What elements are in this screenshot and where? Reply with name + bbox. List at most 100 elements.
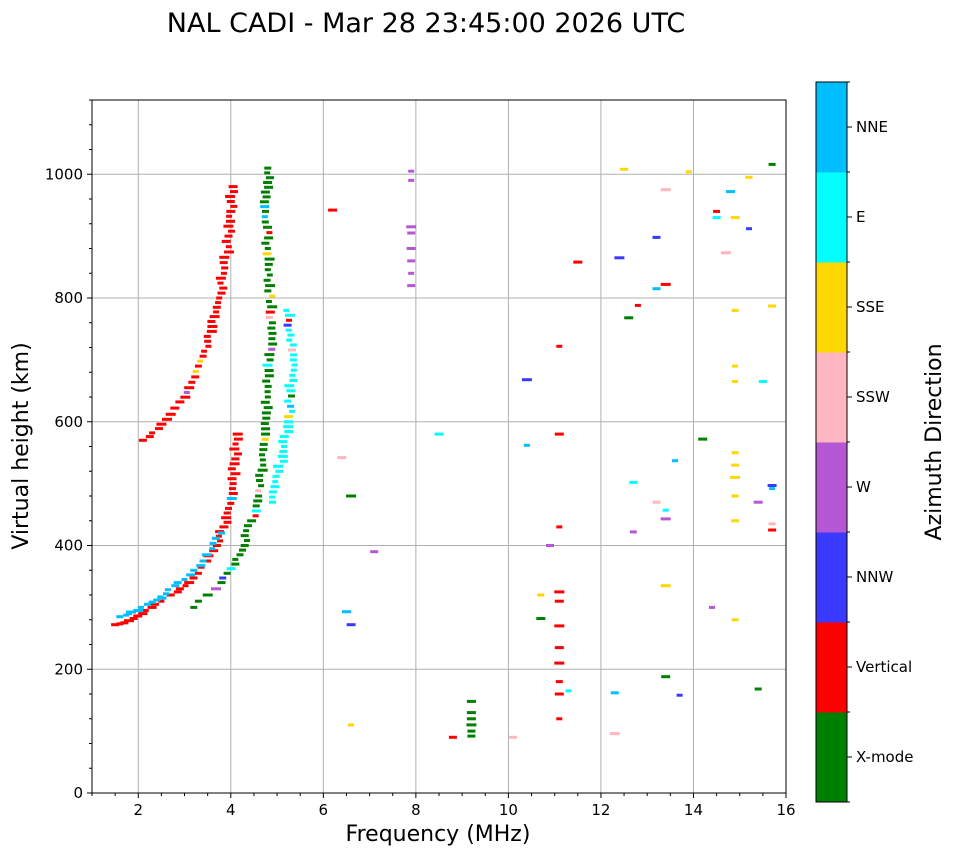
y-tick-label: 1000 — [45, 165, 83, 183]
grid-lines — [92, 100, 787, 794]
echo-mark — [283, 415, 293, 419]
echo-mark — [272, 480, 279, 484]
echo-mark — [194, 599, 202, 603]
echo-mark — [260, 422, 269, 425]
echo-mark — [273, 464, 283, 468]
echo-mark — [219, 576, 227, 580]
echo-mark — [207, 320, 216, 323]
echo-mark — [521, 378, 532, 382]
colorbar-tick-label: SSE — [856, 298, 885, 316]
echo-mark — [261, 220, 269, 224]
echo-mark — [555, 680, 563, 684]
echo-mark — [225, 506, 232, 510]
echo-mark — [289, 373, 296, 377]
echo-mark — [138, 438, 147, 442]
echo-mark — [184, 386, 195, 390]
echo-mark — [467, 734, 476, 738]
echo-mark — [731, 308, 739, 312]
echo-mark — [768, 304, 777, 308]
echo-mark — [509, 735, 517, 739]
echo-mark — [145, 435, 154, 439]
echo-mark — [217, 581, 226, 585]
colorbar-segment — [816, 172, 847, 263]
echo-mark — [268, 347, 276, 351]
echo-mark — [225, 195, 236, 198]
echo-mark — [264, 166, 272, 170]
echo-mark — [227, 477, 237, 481]
echo-mark — [216, 296, 223, 300]
colorbar-tick-label: E — [856, 208, 865, 226]
echo-mark — [660, 584, 671, 588]
echo-mark — [196, 564, 206, 568]
echo-mark — [207, 325, 218, 328]
echo-mark — [407, 231, 416, 235]
echo-mark — [268, 331, 277, 335]
echo-mark — [466, 723, 477, 727]
echo-mark — [614, 256, 625, 260]
echo-mark — [260, 463, 267, 467]
echo-mark — [278, 440, 288, 444]
echo-mark — [137, 605, 144, 609]
echo-mark — [556, 344, 563, 348]
colorbar: X-mode Vertical NNW W SSW SSE E NNE — [815, 81, 913, 803]
echo-mark — [328, 208, 338, 212]
echo-mark — [346, 494, 357, 498]
echo-mark — [181, 578, 188, 581]
echo-mark — [268, 321, 276, 325]
echo-mark — [158, 599, 165, 603]
echo-mark — [201, 553, 212, 557]
echo-mark — [264, 268, 271, 272]
colorbar-frame — [815, 81, 848, 803]
echo-mark — [264, 369, 274, 372]
echo-mark — [287, 333, 295, 337]
echo-mark — [124, 619, 134, 623]
echo-mark — [291, 363, 298, 367]
echo-mark — [126, 612, 132, 616]
echo-mark — [197, 359, 204, 363]
echo-mark — [255, 489, 262, 493]
echo-mark — [264, 289, 272, 293]
echo-mark — [768, 528, 777, 532]
echo-mark — [289, 343, 297, 347]
echo-mark — [265, 310, 275, 314]
echo-mark — [267, 326, 276, 330]
echo-mark — [768, 522, 776, 526]
echo-mark — [223, 520, 232, 524]
echo-mark — [758, 380, 767, 383]
echo-mark — [138, 612, 148, 616]
echo-mark — [239, 548, 246, 552]
echo-mark — [264, 390, 271, 394]
echo-mark — [554, 646, 564, 650]
echo-mark — [259, 458, 266, 462]
echo-mark — [279, 435, 289, 439]
echo-mark — [219, 255, 230, 259]
echo-mark — [202, 593, 213, 597]
echo-mark — [173, 581, 182, 585]
echo-mark — [265, 315, 273, 319]
echo-mark — [184, 581, 195, 585]
echo-mark — [337, 456, 347, 460]
echo-mark — [266, 358, 274, 362]
x-tick-label: 8 — [411, 801, 421, 819]
echo-mark — [346, 623, 356, 627]
echo-mark — [219, 261, 228, 265]
echo-mark — [284, 399, 292, 403]
echo-mark — [229, 482, 237, 486]
echo-mark — [192, 370, 199, 373]
echo-mark — [661, 675, 671, 679]
echo-mark — [261, 437, 269, 441]
echo-mark — [466, 699, 476, 703]
x-tick-label: 10 — [499, 801, 518, 819]
echo-mark — [652, 235, 661, 239]
echo-mark — [111, 623, 120, 627]
echo-mark — [268, 490, 277, 494]
echo-mark — [261, 241, 270, 245]
echo-mark — [234, 452, 242, 456]
echo-mark — [232, 442, 239, 446]
echo-mark — [448, 735, 457, 739]
colorbar-tick-label: Vertical — [856, 658, 912, 676]
x-tick-label: 2 — [133, 801, 143, 819]
echo-mark — [120, 621, 129, 625]
echo-mark — [232, 557, 239, 561]
echo-mark — [261, 427, 271, 431]
